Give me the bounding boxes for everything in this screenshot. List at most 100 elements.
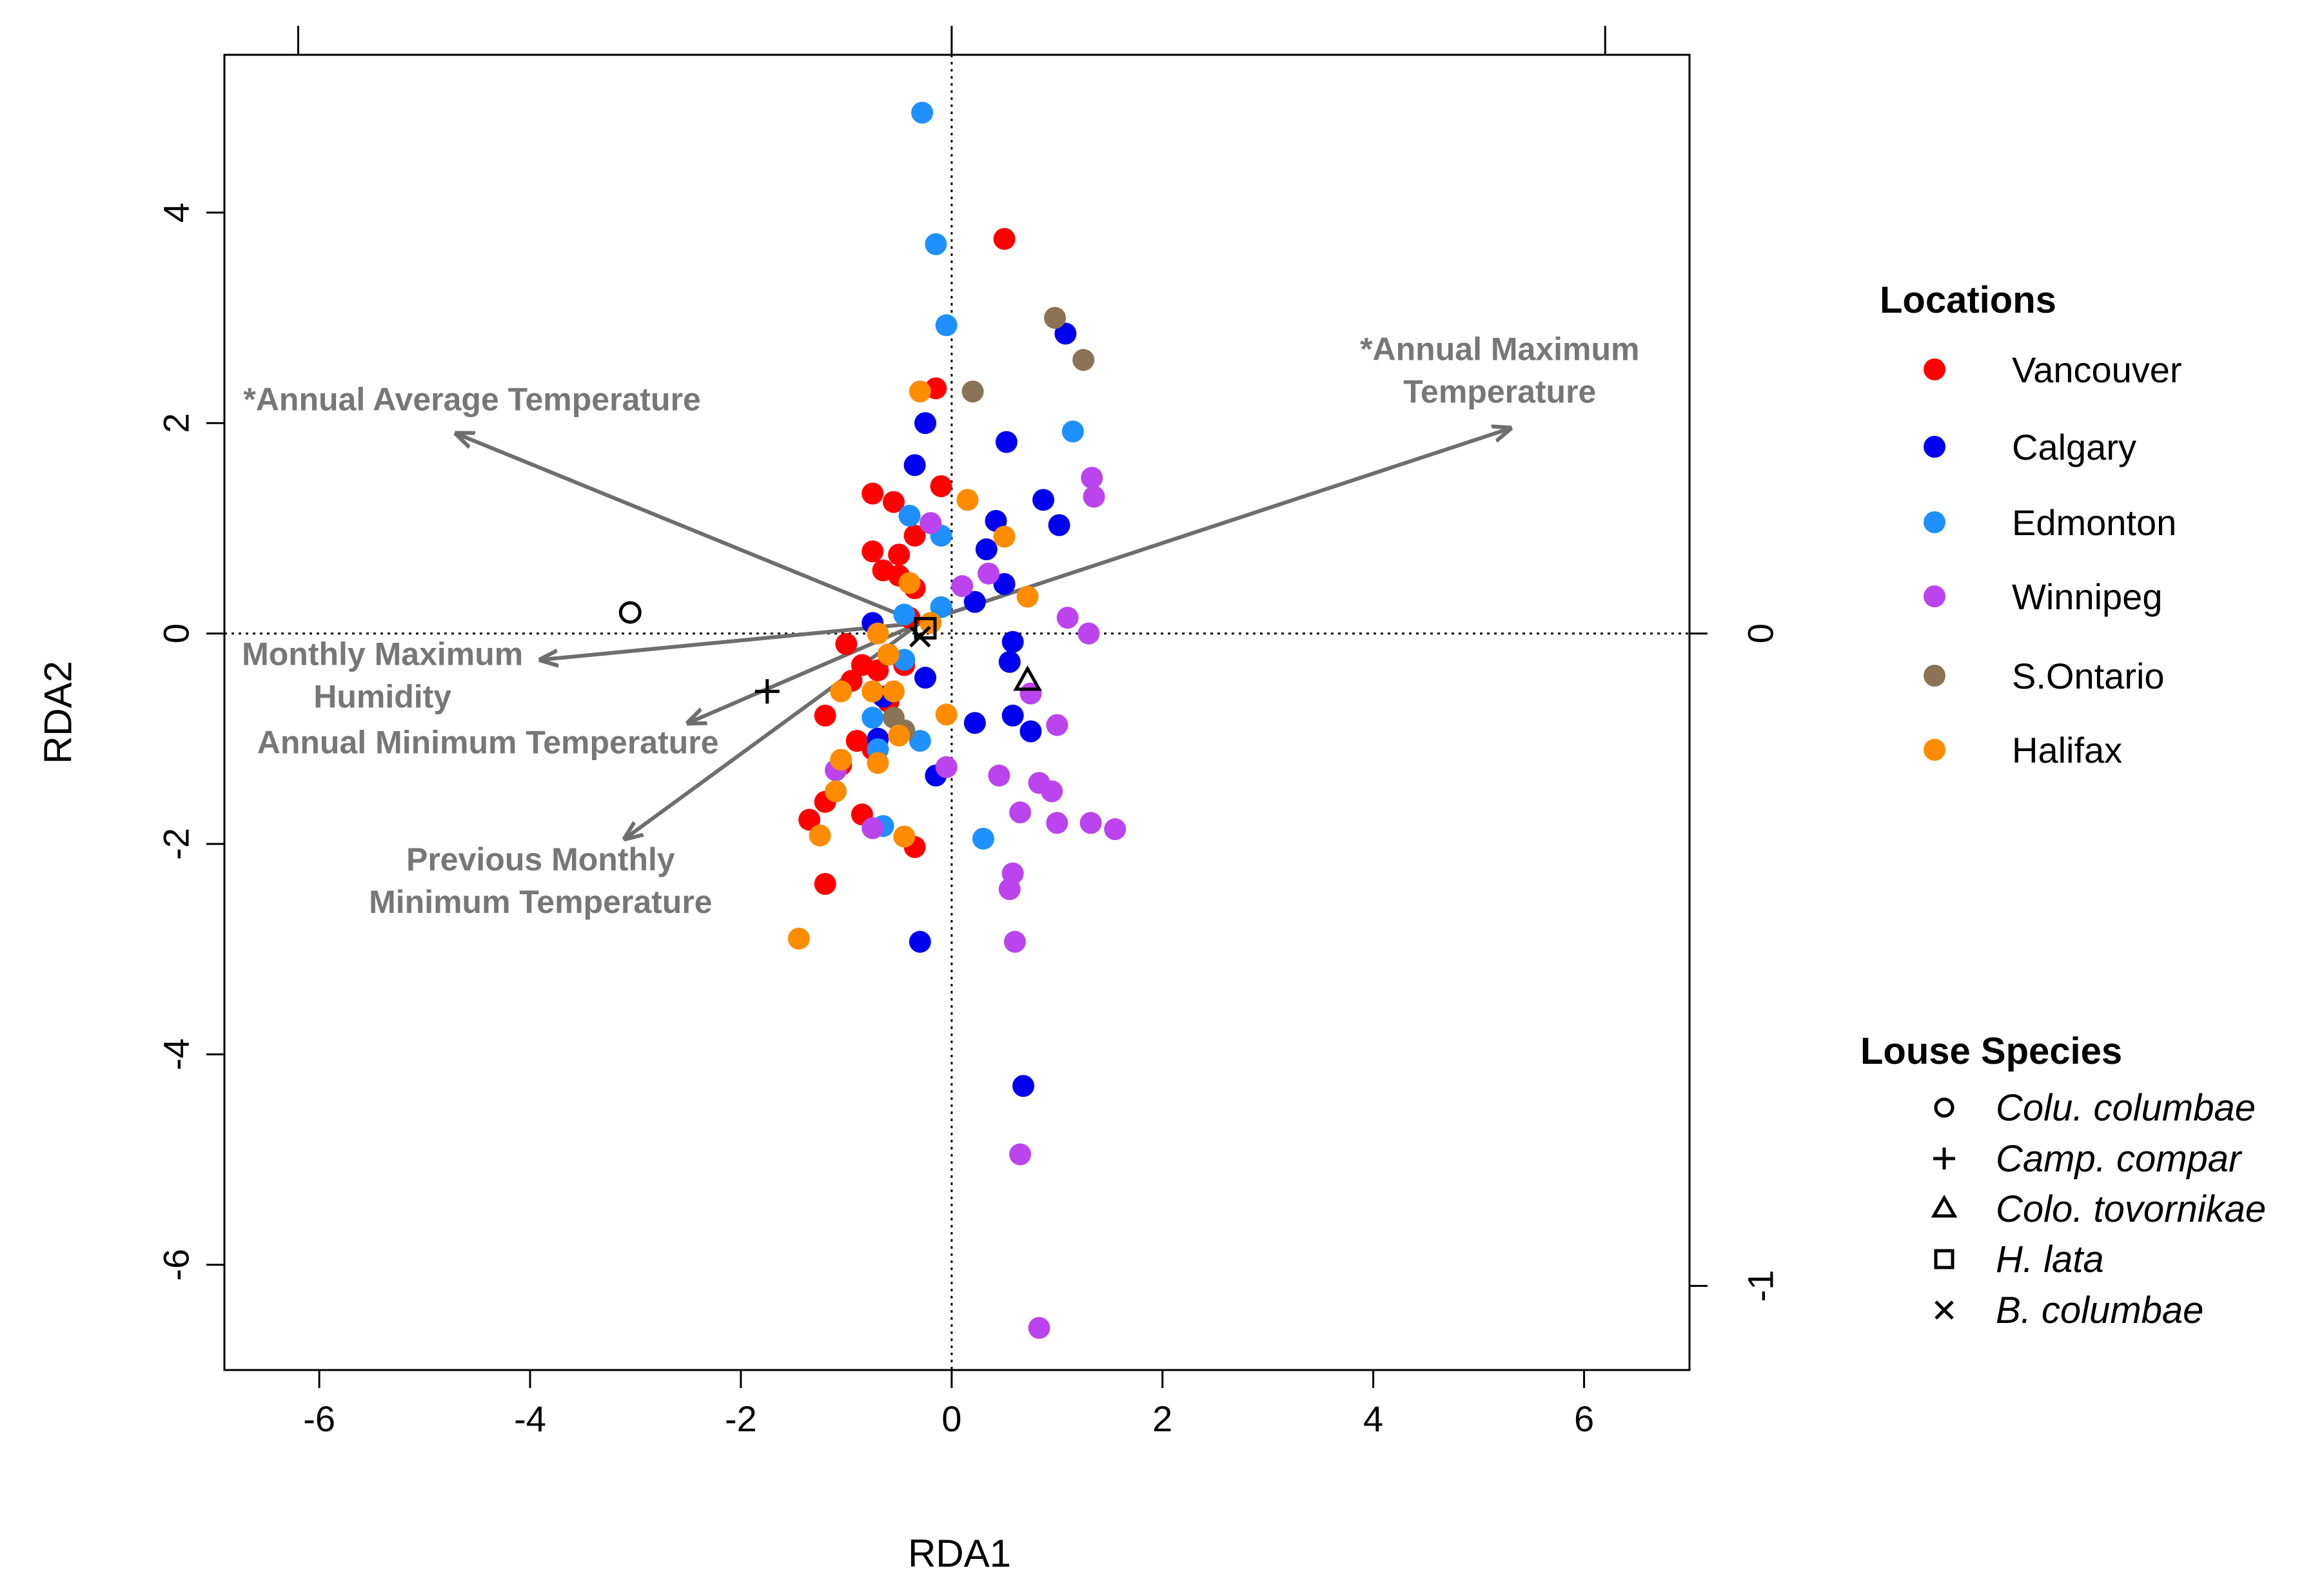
- locations-legend: Locations Vancouver Calgary Edmonton Winnipe…: [1880, 279, 2182, 770]
- x-tick-label: -4: [514, 1398, 546, 1439]
- point-halifax: [830, 680, 852, 703]
- point-halifax: [877, 643, 900, 666]
- point-halifax: [830, 749, 852, 771]
- point-calgary: [1012, 1075, 1034, 1097]
- point-winnipeg: [1056, 607, 1079, 629]
- point-calgary: [914, 667, 936, 689]
- point-halifax: [956, 489, 979, 511]
- point-halifax: [888, 724, 911, 747]
- species-marker-cross: [909, 625, 931, 648]
- y-tick-label: -2: [156, 828, 197, 860]
- x-tick-label: -2: [725, 1398, 757, 1439]
- legend-species-label: B. columbae: [1996, 1289, 2203, 1331]
- y2-tick-label: -1: [1740, 1270, 1781, 1302]
- point-halifax: [893, 825, 916, 848]
- point-winnipeg: [1081, 467, 1103, 489]
- env-arrow-label: Monthly Maximum: [242, 636, 523, 672]
- point-edmonton: [972, 827, 994, 850]
- point-vancouver: [798, 808, 821, 831]
- point-halifax: [809, 824, 831, 847]
- species-marker-plus: [754, 679, 780, 704]
- legend-species-marker: [1931, 1194, 1958, 1218]
- point-vancouver: [814, 873, 836, 896]
- point-calgary: [963, 591, 986, 613]
- y-tick-label: 2: [156, 413, 197, 433]
- point-halifax: [920, 612, 942, 634]
- y-tick-label: -4: [156, 1039, 197, 1071]
- point-edmonton: [862, 707, 884, 729]
- point-calgary: [1032, 489, 1055, 511]
- species-marker-square: [914, 616, 937, 640]
- point-calgary: [909, 930, 931, 953]
- point-edmonton: [1061, 420, 1084, 443]
- point-sontario: [961, 380, 984, 403]
- point-edmonton: [909, 730, 931, 752]
- env-arrow-label: Previous Monthly: [406, 841, 675, 877]
- point-halifax: [935, 703, 958, 726]
- point-vancouver: [888, 543, 911, 566]
- x-tick-label: 4: [1363, 1398, 1383, 1439]
- point-winnipeg: [1041, 780, 1063, 803]
- legend-species-marker: [1934, 1249, 1955, 1269]
- reference-lines: [224, 55, 1689, 1370]
- x-tick-label: -6: [303, 1398, 335, 1439]
- legend-species-marker: [1934, 1097, 1955, 1118]
- point-calgary: [914, 412, 936, 435]
- point-winnipeg: [1009, 801, 1032, 824]
- legend-label: Calgary: [2012, 427, 2136, 467]
- point-winnipeg: [988, 764, 1010, 787]
- legend-swatch: [1924, 665, 1945, 687]
- y-axis-title: RDA2: [37, 661, 80, 764]
- legend-swatch: [1924, 739, 1945, 761]
- point-calgary: [1054, 322, 1077, 345]
- x-tick-label: 0: [941, 1398, 961, 1439]
- legend-species-label: H. lata: [1996, 1238, 2104, 1280]
- env-arrow: [919, 428, 1510, 625]
- y2-tick-label: 0: [1740, 623, 1781, 643]
- point-halifax: [1016, 585, 1039, 608]
- point-vancouver: [882, 491, 905, 513]
- locations-legend-title: Locations: [1880, 279, 2056, 321]
- legend-swatch: [1924, 511, 1945, 533]
- point-calgary: [903, 454, 926, 476]
- point-calgary: [993, 573, 1016, 595]
- species-marker-circle: [618, 601, 642, 624]
- legend-species-label: Camp. compar: [1996, 1138, 2243, 1180]
- point-calgary: [998, 651, 1021, 673]
- species-markers: [618, 601, 1042, 704]
- y-tick-label: 4: [156, 202, 197, 222]
- point-vancouver: [903, 524, 926, 547]
- x-axis-title: RDA1: [908, 1532, 1011, 1575]
- point-winnipeg: [998, 878, 1021, 901]
- point-winnipeg: [935, 756, 958, 778]
- point-vancouver: [867, 659, 889, 681]
- legend-label: Edmonton: [2012, 502, 2176, 543]
- point-edmonton: [930, 596, 952, 618]
- y-axis: -6 -4 -2 0 2 4: [156, 202, 226, 1281]
- point-halifax: [909, 380, 931, 403]
- point-winnipeg: [1079, 812, 1102, 834]
- species-legend: Louse Species Colu. columbae Camp. compar C…: [1860, 1030, 2266, 1331]
- env-arrow-label: Annual Minimum Temperature: [257, 725, 719, 761]
- legend-swatch: [1924, 585, 1945, 607]
- x-tick-label: 2: [1152, 1398, 1172, 1439]
- point-vancouver: [993, 228, 1016, 250]
- point-edmonton: [911, 101, 934, 124]
- point-vancouver: [930, 475, 952, 498]
- point-sontario: [1044, 307, 1067, 329]
- point-winnipeg: [978, 562, 1000, 585]
- point-halifax: [862, 680, 884, 703]
- point-edmonton: [935, 314, 958, 337]
- env-arrow-label: *Annual Maximum: [1360, 331, 1639, 367]
- point-winnipeg: [1078, 622, 1100, 645]
- point-vancouver: [862, 540, 884, 563]
- point-calgary: [1001, 704, 1024, 727]
- y-tick-label: -6: [156, 1249, 197, 1281]
- point-calgary: [963, 712, 986, 734]
- top-axis-ticks: [297, 26, 1606, 56]
- legend-swatch: [1924, 436, 1945, 458]
- point-winnipeg: [1028, 1317, 1050, 1339]
- point-edmonton: [898, 504, 921, 527]
- site-points: [787, 101, 1127, 1339]
